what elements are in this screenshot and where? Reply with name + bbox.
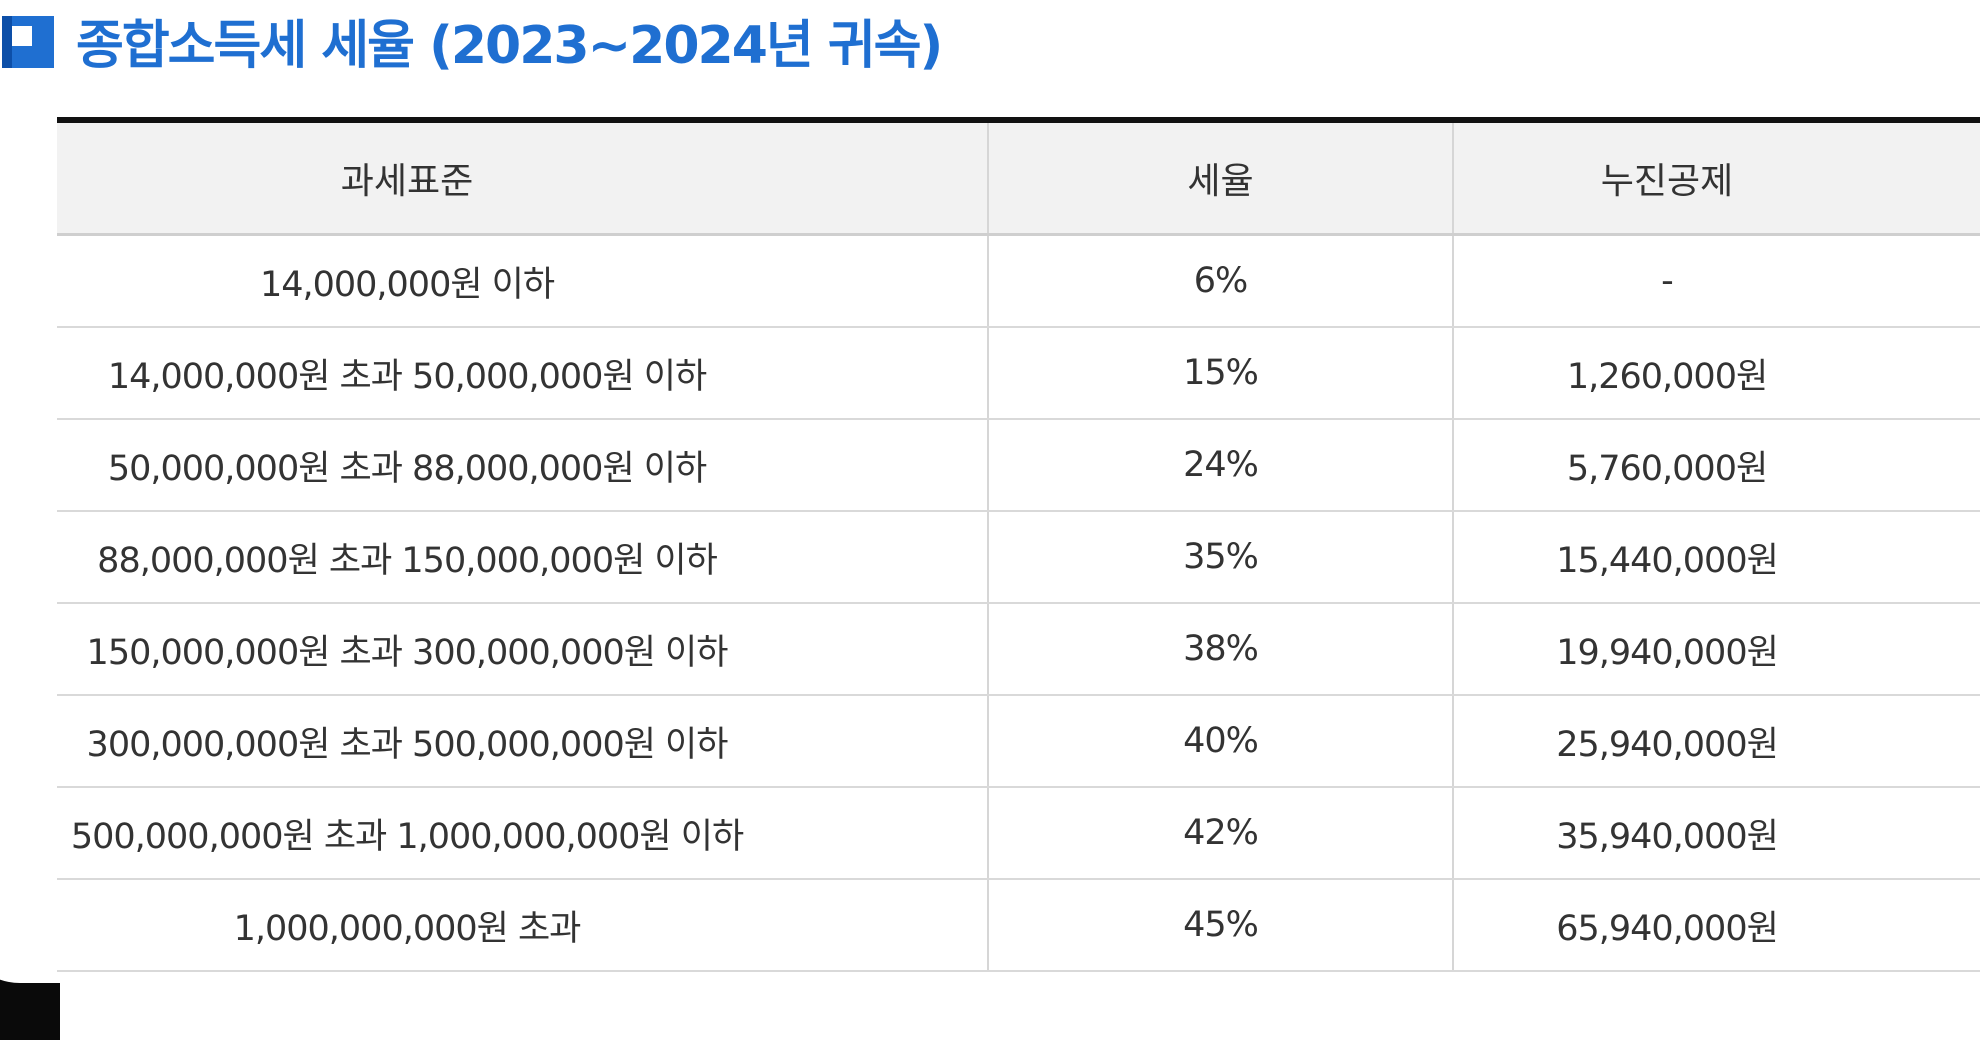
cell-tax-base: 14,000,000원 초과 50,000,000원 이하	[57, 327, 989, 420]
table-row: 150,000,000원 초과 300,000,000원 이하 38% 19,9…	[57, 603, 1980, 696]
cell-tax-base: 50,000,000원 초과 88,000,000원 이하	[57, 419, 989, 512]
cell-tax-base: 150,000,000원 초과 300,000,000원 이하	[57, 603, 989, 696]
cell-deduction: 25,940,000원	[1453, 695, 1980, 788]
square-bullet-icon	[2, 16, 54, 68]
cell-deduction: 65,940,000원	[1453, 879, 1980, 972]
table-row: 14,000,000원 초과 50,000,000원 이하 15% 1,260,…	[57, 327, 1980, 420]
cell-tax-rate: 40%	[988, 695, 1454, 788]
cell-tax-base: 300,000,000원 초과 500,000,000원 이하	[57, 695, 989, 788]
table-row: 500,000,000원 초과 1,000,000,000원 이하 42% 35…	[57, 787, 1980, 880]
cell-tax-base: 1,000,000,000원 초과	[57, 879, 989, 972]
table-header-row: 과세표준 세율 누진공제	[57, 120, 1980, 236]
cell-deduction: 19,940,000원	[1453, 603, 1980, 696]
table-row: 88,000,000원 초과 150,000,000원 이하 35% 15,44…	[57, 511, 1980, 604]
table-row: 300,000,000원 초과 500,000,000원 이하 40% 25,9…	[57, 695, 1980, 788]
section-heading: 종합소득세 세율 (2023~2024년 귀속)	[0, 0, 943, 80]
cell-deduction: 5,760,000원	[1453, 419, 1980, 512]
cell-tax-rate: 45%	[988, 879, 1454, 972]
header-tax-rate: 세율	[988, 120, 1454, 236]
cell-deduction: 35,940,000원	[1453, 787, 1980, 880]
cell-tax-base: 88,000,000원 초과 150,000,000원 이하	[57, 511, 989, 604]
header-tax-base: 과세표준	[57, 120, 989, 236]
cell-tax-rate: 15%	[988, 327, 1454, 420]
cell-tax-base: 500,000,000원 초과 1,000,000,000원 이하	[57, 787, 989, 880]
cell-deduction: 1,260,000원	[1453, 327, 1980, 420]
table-row: 14,000,000원 이하 6% -	[57, 234, 1980, 328]
table-row: 50,000,000원 초과 88,000,000원 이하 24% 5,760,…	[57, 419, 1980, 512]
cell-tax-base: 14,000,000원 이하	[57, 234, 989, 328]
cell-deduction: -	[1453, 234, 1980, 328]
cell-deduction: 15,440,000원	[1453, 511, 1980, 604]
page-title: 종합소득세 세율 (2023~2024년 귀속)	[76, 15, 943, 76]
cell-tax-rate: 35%	[988, 511, 1454, 604]
table-row: 1,000,000,000원 초과 45% 65,940,000원	[57, 879, 1980, 972]
cell-tax-rate: 24%	[988, 419, 1454, 512]
cell-tax-rate: 42%	[988, 787, 1454, 880]
tax-rate-table: 과세표준 세율 누진공제 14,000,000원 이하 6% - 14,000,…	[57, 117, 1980, 972]
cell-tax-rate: 38%	[988, 603, 1454, 696]
header-progressive-deduction: 누진공제	[1453, 120, 1980, 236]
cell-tax-rate: 6%	[988, 234, 1454, 328]
